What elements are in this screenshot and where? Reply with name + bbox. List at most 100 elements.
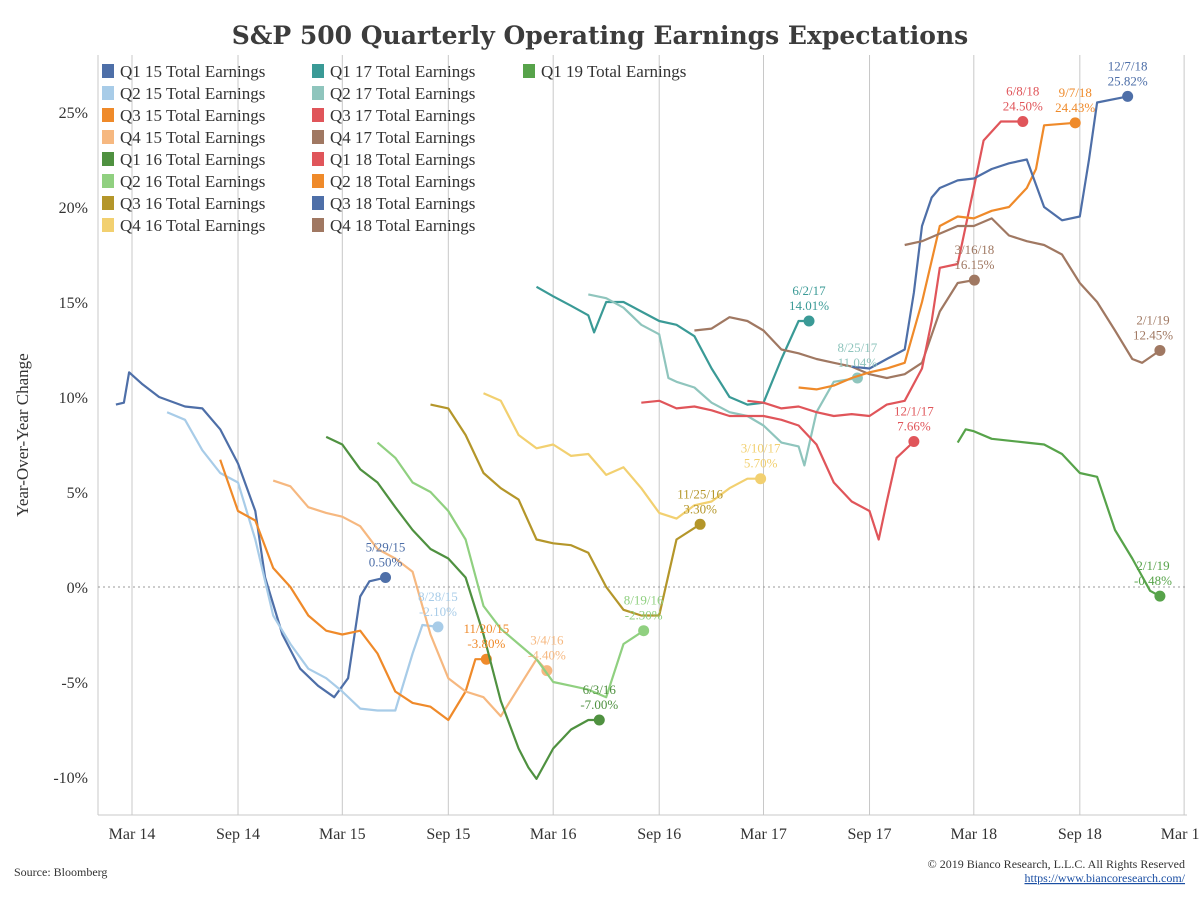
series-line <box>272 479 548 718</box>
end-label-value: 0.50% <box>369 555 403 570</box>
end-marker <box>1154 590 1166 602</box>
legend-swatch <box>523 64 535 78</box>
end-label-value: 12.45% <box>1133 327 1173 342</box>
legend-item: Q1 18 Total Earnings <box>312 150 475 169</box>
vertical-gridlines <box>97 55 1187 816</box>
series-line <box>219 459 487 722</box>
end-label-value: 24.43% <box>1055 100 1095 115</box>
end-marker <box>968 274 980 286</box>
series-line <box>747 120 1023 418</box>
legend-item: Q1 15 Total Earnings <box>102 62 265 81</box>
end-label-date: 8/28/15 <box>418 589 458 604</box>
legend-label: Q1 16 Total Earnings <box>120 150 265 169</box>
end-label-value: -0.48% <box>1134 573 1172 588</box>
legend-item: Q4 16 Total Earnings <box>102 216 265 235</box>
end-marker <box>803 315 815 327</box>
legend-label: Q3 17 Total Earnings <box>330 106 475 125</box>
end-label-date: 8/19/16 <box>624 593 664 608</box>
y-axis-ticks: -10% -5% 0% 5% 10% 15% 20% 25% <box>53 105 88 787</box>
end-labels: 5/29/150.50% 8/28/15-2.10% 11/20/15-3.80% 3… <box>366 58 1174 712</box>
end-label-value: -2.10% <box>419 604 457 619</box>
legend-label: Q1 17 Total Earnings <box>330 62 475 81</box>
x-tick-label: Mar 14 <box>109 826 156 843</box>
end-label-value: 16.15% <box>954 257 994 272</box>
legend-item: Q1 17 Total Earnings <box>312 62 475 81</box>
end-label-value: -7.00% <box>580 697 618 712</box>
x-tick-label: Sep 17 <box>848 826 892 843</box>
end-label-date: 9/7/18 <box>1059 85 1092 100</box>
end-marker <box>755 473 767 485</box>
legend-label: Q4 16 Total Earnings <box>120 216 265 235</box>
end-label-value: -4.40% <box>528 648 566 663</box>
legend-item: Q4 17 Total Earnings <box>312 128 475 147</box>
legend-item: Q3 15 Total Earnings <box>102 106 265 125</box>
series-line <box>956 428 1161 598</box>
y-tick-label: 10% <box>59 390 88 407</box>
legend-label: Q1 19 Total Earnings <box>541 62 686 81</box>
legend-item: Q4 15 Total Earnings <box>102 128 265 147</box>
legend-label: Q2 15 Total Earnings <box>120 84 265 103</box>
end-label-date: 6/3/16 <box>583 682 617 697</box>
legend-item: Q2 16 Total Earnings <box>102 172 265 191</box>
end-marker <box>1154 344 1166 356</box>
legend-label: Q4 18 Total Earnings <box>330 216 475 235</box>
end-label-value: -3.80% <box>467 636 505 651</box>
legend-swatch <box>312 86 324 100</box>
legend-swatch <box>102 218 114 232</box>
chart-title: S&P 500 Quarterly Operating Earnings Exp… <box>232 21 968 50</box>
series-line <box>483 392 761 520</box>
end-label-date: 12/1/17 <box>894 403 934 418</box>
legend: Q1 15 Total Earnings Q2 15 Total Earnings… <box>102 62 686 235</box>
end-marker <box>432 621 444 633</box>
legend-swatch <box>312 130 324 144</box>
end-label-value: 3.30% <box>683 501 717 516</box>
end-label-date: 3/4/16 <box>530 633 564 648</box>
legend-swatch <box>102 130 114 144</box>
end-marker <box>380 572 392 583</box>
end-marker <box>638 625 650 637</box>
series-line <box>851 95 1128 370</box>
legend-label: Q2 18 Total Earnings <box>330 172 475 191</box>
legend-swatch <box>102 196 114 210</box>
legend-swatch <box>102 86 114 100</box>
website-link[interactable]: https://www.biancoresearch.com/ <box>1024 871 1185 885</box>
x-tick-label: Mar 17 <box>740 826 787 843</box>
end-label-date: 11/25/16 <box>677 486 723 501</box>
end-label-date: 8/25/17 <box>838 340 878 355</box>
series-line <box>904 217 1161 364</box>
y-tick-label: 5% <box>67 485 88 502</box>
legend-label: Q4 15 Total Earnings <box>120 128 265 147</box>
end-marker <box>1069 117 1081 129</box>
end-label-date: 6/2/17 <box>792 283 826 298</box>
legend-label: Q2 16 Total Earnings <box>120 172 265 191</box>
y-axis-label: Year-Over-Year Change <box>13 353 32 516</box>
legend-swatch <box>102 174 114 188</box>
end-label-date: 3/10/17 <box>741 441 781 456</box>
end-marker <box>694 518 706 530</box>
end-label-value: 5.70% <box>744 456 778 471</box>
series-line <box>325 435 600 781</box>
legend-item: Q2 18 Total Earnings <box>312 172 475 191</box>
legend-item: Q1 19 Total Earnings <box>523 62 686 81</box>
y-tick-label: 15% <box>59 295 88 312</box>
legend-swatch <box>102 108 114 122</box>
end-label-date: 12/7/18 <box>1108 58 1148 73</box>
end-marker <box>593 714 605 726</box>
legend-label: Q3 18 Total Earnings <box>330 194 475 213</box>
legend-label: Q4 17 Total Earnings <box>330 128 475 147</box>
end-marker <box>1017 116 1029 127</box>
x-tick-label: Sep 16 <box>637 826 681 843</box>
series-line <box>798 121 1076 391</box>
copyright-note: © 2019 Bianco Research, L.L.C. All Right… <box>928 857 1185 871</box>
end-label-value: 7.66% <box>897 418 931 433</box>
legend-item: Q3 17 Total Earnings <box>312 106 475 125</box>
y-tick-label: 20% <box>59 200 88 217</box>
source-note: Source: Bloomberg <box>14 865 107 879</box>
end-label-value: -2.30% <box>625 608 663 623</box>
end-label-value: 24.50% <box>1003 99 1043 114</box>
series-line <box>588 293 858 467</box>
series-line <box>535 285 809 406</box>
series-line <box>641 399 915 541</box>
x-tick-label: Mar 16 <box>530 826 577 843</box>
series-line <box>115 371 386 699</box>
